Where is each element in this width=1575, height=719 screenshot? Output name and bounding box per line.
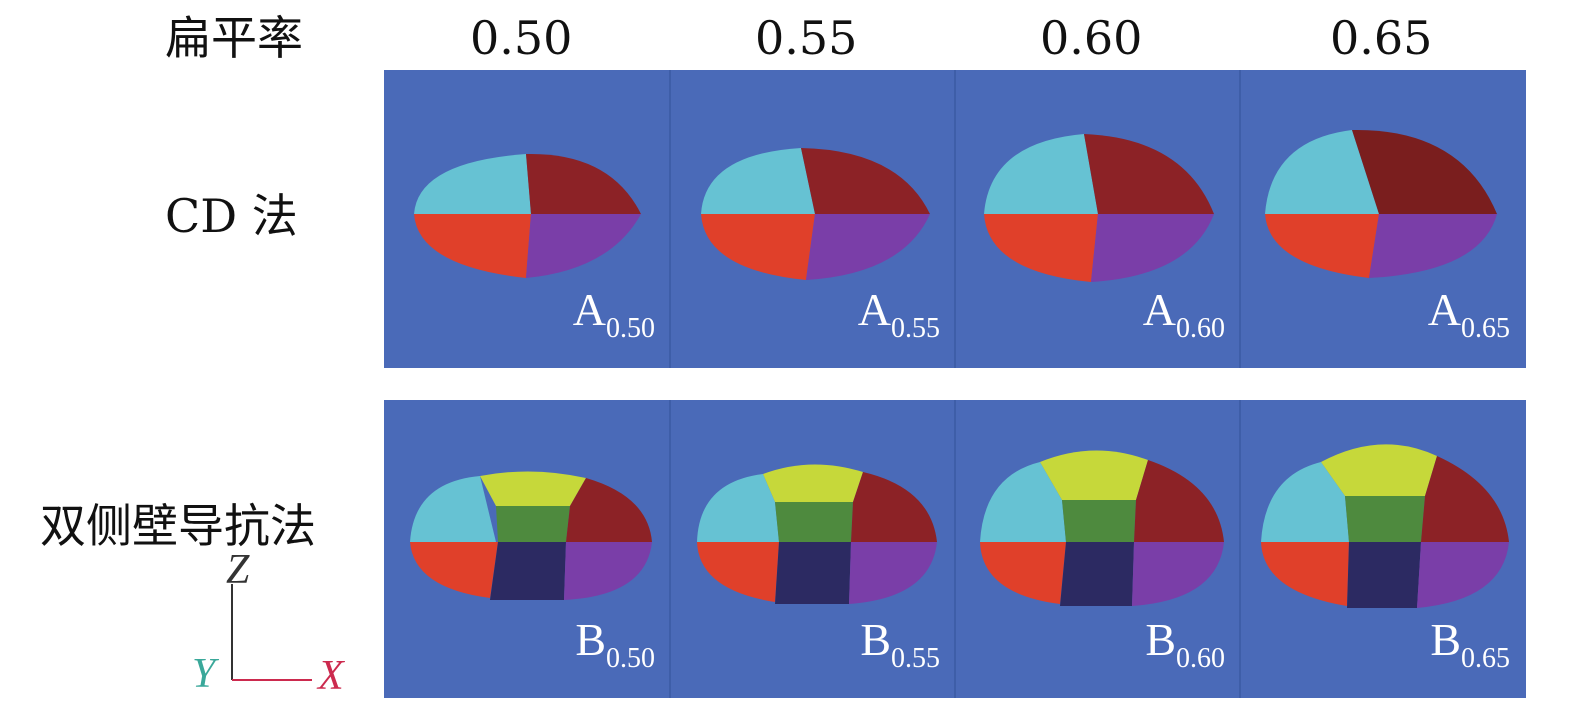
section-top-middle bbox=[1040, 450, 1148, 500]
section-b-065 bbox=[1261, 444, 1509, 608]
section-upper-right bbox=[1421, 456, 1509, 542]
double-side-drift-panel: B0.50 B0.55 B0.60 bbox=[384, 400, 1526, 698]
flattening-ratio-label: 扁平率 bbox=[165, 11, 303, 65]
section-a-055 bbox=[701, 148, 930, 280]
section-lower-right bbox=[526, 214, 641, 278]
section-upper-left bbox=[701, 148, 815, 214]
cell-a-055: A0.55 bbox=[669, 70, 954, 368]
label-a-060: A0.60 bbox=[1142, 284, 1225, 345]
section-upper-right bbox=[801, 148, 930, 214]
section-lower-right bbox=[1369, 214, 1497, 278]
section-upper-right bbox=[1352, 129, 1497, 214]
section-upper-right bbox=[1084, 134, 1214, 214]
section-b-055 bbox=[697, 464, 937, 604]
section-lower-left bbox=[1261, 542, 1349, 606]
section-bottom-middle bbox=[1347, 542, 1421, 608]
section-bottom-middle bbox=[490, 542, 566, 600]
section-lower-right bbox=[849, 542, 937, 604]
cell-a-050: A0.50 bbox=[384, 70, 669, 368]
column-header-065: 0.65 bbox=[1330, 11, 1433, 65]
section-upper-left bbox=[1265, 130, 1379, 214]
section-upper-right bbox=[851, 472, 937, 542]
coordinate-axes: Z Y X bbox=[190, 548, 365, 698]
section-middle bbox=[1345, 496, 1425, 542]
y-axis-label: Y bbox=[192, 651, 216, 697]
section-upper-right bbox=[1134, 460, 1224, 542]
cell-b-060: B0.60 bbox=[954, 400, 1239, 698]
axes-lines bbox=[231, 584, 312, 681]
section-bottom-middle bbox=[775, 542, 851, 604]
section-top-middle bbox=[763, 464, 863, 502]
z-axis-label: Z bbox=[226, 547, 250, 593]
section-lower-right bbox=[806, 214, 930, 280]
row-label-double-side-drift-method: 双侧壁导抗法 bbox=[40, 499, 316, 553]
row-label-cd-method: CD 法 bbox=[165, 189, 298, 243]
cd-method-panel: A0.50 A0.55 A0.60 A0.65 bbox=[384, 70, 1526, 368]
section-lower-right bbox=[1132, 542, 1224, 606]
section-b-050 bbox=[410, 471, 652, 600]
section-lower-left bbox=[984, 214, 1098, 282]
label-b-065: B0.65 bbox=[1430, 614, 1510, 675]
section-b-060 bbox=[980, 450, 1224, 606]
section-middle bbox=[775, 502, 853, 542]
x-axis-label: X bbox=[318, 653, 344, 699]
label-b-055: B0.55 bbox=[860, 614, 940, 675]
section-upper-left bbox=[697, 474, 779, 542]
section-bottom-middle bbox=[1060, 542, 1134, 606]
section-middle bbox=[496, 506, 570, 542]
section-middle bbox=[1062, 500, 1136, 542]
section-upper-left bbox=[1261, 462, 1349, 542]
section-lower-right bbox=[1417, 542, 1509, 608]
column-header-050: 0.50 bbox=[470, 11, 573, 65]
cell-a-065: A0.65 bbox=[1239, 70, 1524, 368]
section-lower-right bbox=[564, 542, 652, 600]
section-upper-left bbox=[980, 462, 1066, 542]
label-a-065: A0.65 bbox=[1427, 284, 1510, 345]
section-upper-right bbox=[526, 153, 641, 214]
section-lower-right bbox=[1091, 214, 1214, 282]
label-a-050: A0.50 bbox=[572, 284, 655, 345]
cell-b-065: B0.65 bbox=[1239, 400, 1524, 698]
section-lower-left bbox=[414, 214, 531, 278]
section-a-050 bbox=[414, 153, 641, 278]
cell-b-055: B0.55 bbox=[669, 400, 954, 698]
column-header-060: 0.60 bbox=[1040, 11, 1143, 65]
section-upper-left bbox=[984, 134, 1098, 214]
section-upper-left bbox=[414, 154, 531, 214]
section-top-middle bbox=[480, 471, 586, 506]
section-a-060 bbox=[984, 134, 1214, 282]
section-upper-left bbox=[410, 476, 496, 542]
section-lower-left bbox=[701, 214, 815, 280]
section-lower-left bbox=[980, 542, 1066, 604]
section-a-065 bbox=[1265, 129, 1497, 278]
label-b-060: B0.60 bbox=[1145, 614, 1225, 675]
section-lower-left bbox=[410, 542, 498, 598]
section-top-middle bbox=[1321, 444, 1437, 496]
section-lower-left bbox=[697, 542, 779, 602]
column-header-055: 0.55 bbox=[755, 11, 858, 65]
cell-b-050: B0.50 bbox=[384, 400, 669, 698]
label-a-055: A0.55 bbox=[857, 284, 940, 345]
section-lower-left bbox=[1265, 214, 1379, 278]
section-upper-right bbox=[566, 478, 652, 542]
cell-a-060: A0.60 bbox=[954, 70, 1239, 368]
label-b-050: B0.50 bbox=[575, 614, 655, 675]
